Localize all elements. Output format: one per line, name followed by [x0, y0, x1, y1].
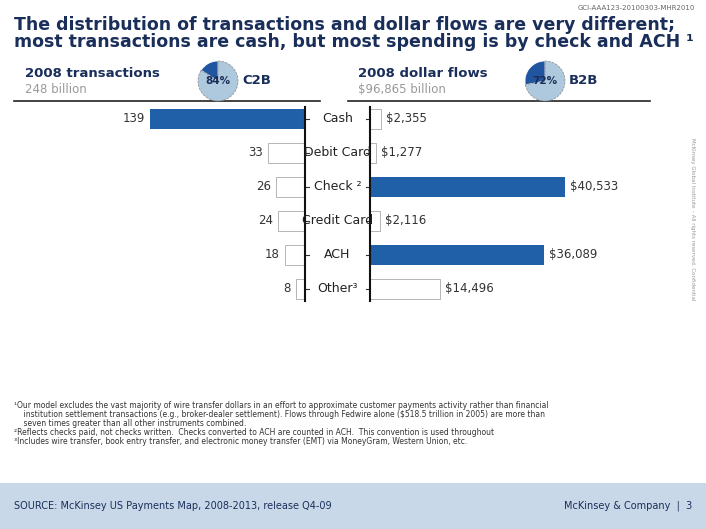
Bar: [370, 245, 544, 265]
Bar: [370, 109, 381, 129]
Text: 72%: 72%: [532, 76, 558, 86]
Text: Debit Card: Debit Card: [304, 147, 371, 160]
Text: Other³: Other³: [317, 282, 358, 296]
Text: 2008 dollar flows: 2008 dollar flows: [358, 67, 488, 80]
Text: ²Reflects checks paid, not checks written.  Checks converted to ACH are counted : ²Reflects checks paid, not checks writte…: [14, 428, 494, 437]
Wedge shape: [201, 61, 218, 81]
Text: 248 billion: 248 billion: [25, 83, 87, 96]
Wedge shape: [525, 61, 545, 85]
Text: McKinsey & Company  |  3: McKinsey & Company | 3: [564, 501, 692, 511]
Text: SOURCE: McKinsey US Payments Map, 2008-2013, release Q4-09: SOURCE: McKinsey US Payments Map, 2008-2…: [14, 501, 332, 511]
Text: 26: 26: [256, 180, 271, 194]
Text: 84%: 84%: [205, 76, 231, 86]
Text: $36,089: $36,089: [549, 249, 597, 261]
Text: McKinsey Global Institute – All rights reserved. Confidential: McKinsey Global Institute – All rights r…: [690, 138, 695, 300]
Text: 18: 18: [265, 249, 280, 261]
Text: The distribution of transactions and dollar flows are very different;: The distribution of transactions and dol…: [14, 16, 675, 34]
Text: $2,116: $2,116: [385, 214, 426, 227]
Bar: [370, 211, 380, 231]
Bar: [0, 483, 706, 529]
Text: ACH: ACH: [324, 249, 351, 261]
Bar: [276, 177, 305, 197]
Text: most transactions are cash, but most spending is by check and ACH ¹: most transactions are cash, but most spe…: [14, 33, 694, 51]
Text: C2B: C2B: [242, 75, 271, 87]
Wedge shape: [198, 61, 238, 101]
Wedge shape: [525, 61, 565, 101]
Text: Credit Card: Credit Card: [302, 214, 373, 227]
Text: $14,496: $14,496: [445, 282, 493, 296]
Text: ¹Our model excludes the vast majority of wire transfer dollars in an effort to a: ¹Our model excludes the vast majority of…: [14, 401, 549, 410]
Bar: [285, 245, 305, 265]
Bar: [278, 211, 305, 231]
Text: 8: 8: [284, 282, 291, 296]
Bar: [370, 279, 440, 299]
Text: 24: 24: [258, 214, 273, 227]
Bar: [370, 143, 376, 163]
Text: $1,277: $1,277: [381, 147, 422, 160]
Text: $96,865 billion: $96,865 billion: [358, 83, 446, 96]
Text: B2B: B2B: [569, 75, 599, 87]
Text: seven times greater than all other instruments combined.: seven times greater than all other instr…: [14, 419, 246, 428]
Bar: [150, 109, 305, 129]
Text: $40,533: $40,533: [570, 180, 618, 194]
Bar: [268, 143, 305, 163]
Text: Check ²: Check ²: [313, 180, 361, 194]
Text: 33: 33: [249, 147, 263, 160]
Bar: [296, 279, 305, 299]
Text: institution settlement transactions (e.g., broker-dealer settlement). Flows thro: institution settlement transactions (e.g…: [14, 410, 545, 419]
Text: Cash: Cash: [322, 113, 353, 125]
Text: 2008 transactions: 2008 transactions: [25, 67, 160, 80]
Bar: [370, 177, 565, 197]
Text: GCI-AAA123-20100303-MHR2010: GCI-AAA123-20100303-MHR2010: [578, 5, 695, 11]
Text: $2,355: $2,355: [386, 113, 427, 125]
Text: 139: 139: [123, 113, 145, 125]
Text: ³Includes wire transfer, book entry transfer, and electronic money transfer (EMT: ³Includes wire transfer, book entry tran…: [14, 437, 467, 446]
